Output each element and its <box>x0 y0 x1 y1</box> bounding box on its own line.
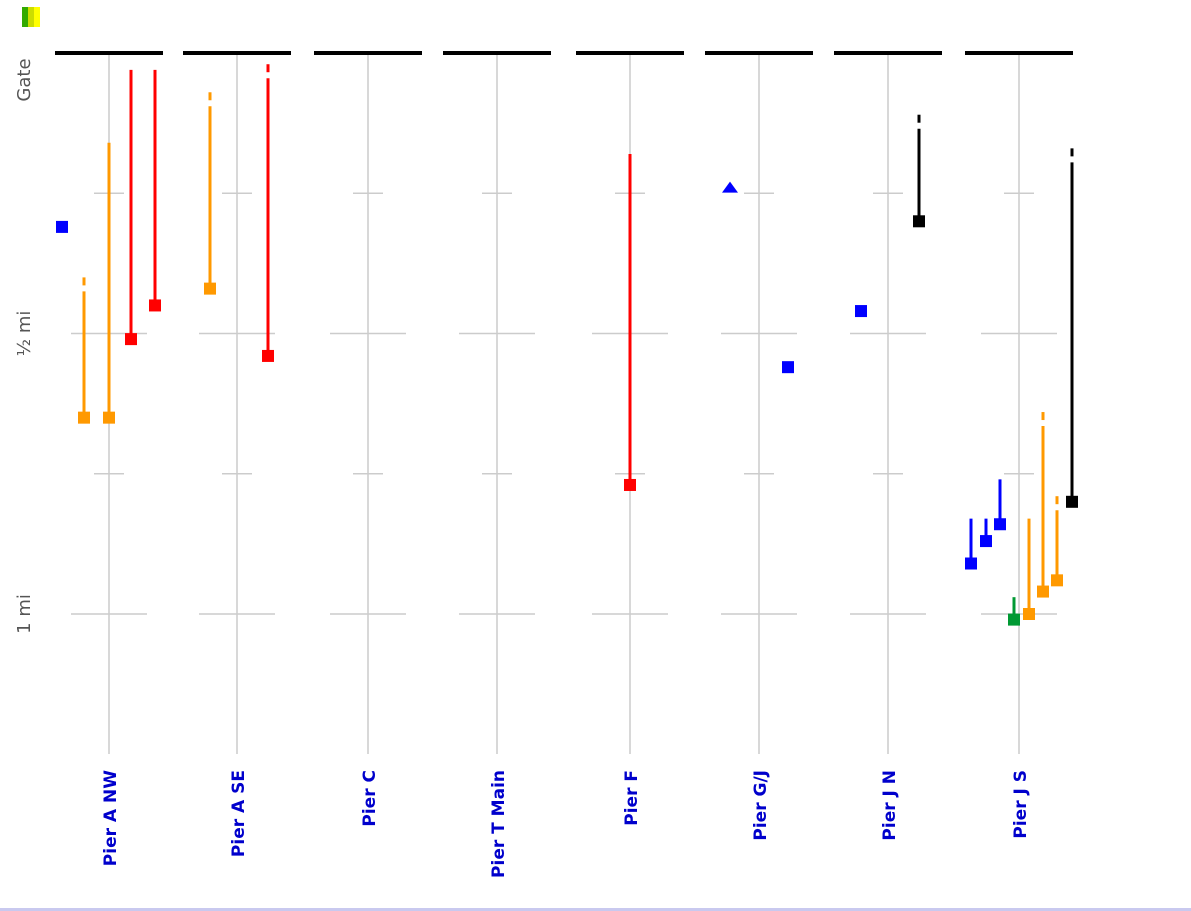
data-point <box>1023 608 1035 620</box>
data-point <box>782 361 794 374</box>
pier-label: Pier C <box>360 770 380 827</box>
data-point <box>994 518 1006 531</box>
pier-label: Pier G/J <box>751 770 771 841</box>
data-point <box>1008 613 1020 626</box>
pier-label: Pier F <box>622 770 642 826</box>
data-point <box>624 478 636 491</box>
y-axis-tick-label: Gate <box>14 58 35 101</box>
pier-label: Pier A NW <box>101 770 121 866</box>
data-point <box>204 282 216 295</box>
swatch-yellow <box>34 7 40 27</box>
data-point <box>56 220 68 233</box>
data-point <box>1051 574 1063 587</box>
y-axis-tick-label: ½ mi <box>14 311 35 357</box>
data-point <box>1066 495 1078 508</box>
pier-label: Pier T Main <box>489 770 509 878</box>
pier-label: Pier A SE <box>229 770 249 857</box>
data-point <box>965 557 977 570</box>
data-point <box>78 411 90 424</box>
swatch-green <box>22 7 28 27</box>
data-point <box>980 535 992 548</box>
swatch-yellow-green <box>28 7 34 27</box>
legend-color-swatch <box>22 7 40 27</box>
data-point <box>149 299 161 312</box>
pier-label: Pier J S <box>1011 770 1031 839</box>
data-point <box>1037 585 1049 598</box>
data-point <box>262 349 274 362</box>
bottom-rule <box>0 908 1191 911</box>
data-point <box>125 333 137 346</box>
data-point <box>103 411 115 424</box>
data-point <box>913 215 925 228</box>
y-axis-tick-label: 1 mi <box>14 594 35 634</box>
data-point <box>855 305 867 318</box>
pier-label: Pier J N <box>880 770 900 841</box>
data-point-triangle <box>722 181 738 193</box>
